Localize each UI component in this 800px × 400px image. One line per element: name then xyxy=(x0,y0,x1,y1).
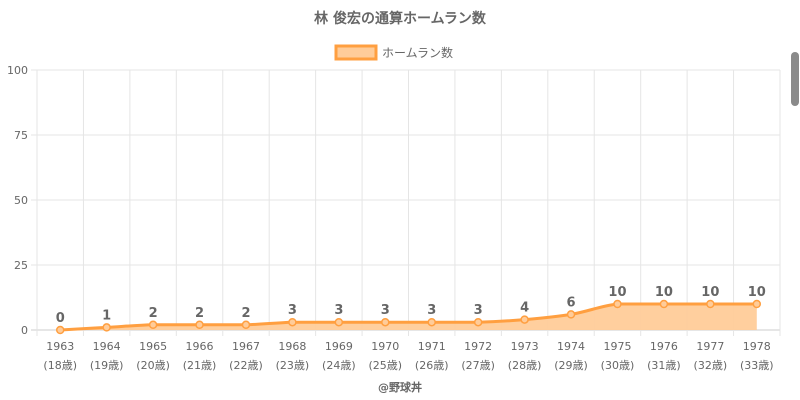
data-labels: 0 1 2 2 2 3 3 3 3 3 4 6 10 10 10 10 xyxy=(56,285,766,326)
legend[interactable]: ホームラン数 xyxy=(334,44,453,61)
data-point[interactable] xyxy=(473,317,483,327)
data-label: 4 xyxy=(520,301,529,316)
data-label: 1 xyxy=(102,308,111,323)
x-tick-label: 1970 xyxy=(371,340,399,353)
x-tick-label: 1968 xyxy=(278,340,306,353)
x-tick-age-label: (23歳) xyxy=(276,359,310,372)
x-tick-age-label: (30歳) xyxy=(601,359,635,372)
grid-lines xyxy=(31,69,781,336)
y-tick-label: 100 xyxy=(7,64,28,77)
data-point[interactable] xyxy=(613,299,622,309)
x-tick-label: 1969 xyxy=(325,340,353,353)
series-home-runs xyxy=(55,299,762,335)
x-axis: 1963 (18歳) 1964 (19歳) 1965 (20歳) 1966 (21歳) 1967… xyxy=(43,340,773,372)
data-point[interactable] xyxy=(334,317,344,327)
x-tick-age-label: (18歳) xyxy=(43,359,77,372)
x-tick-label: 1963 xyxy=(46,340,74,353)
x-tick-age-label: (19歳) xyxy=(90,359,124,372)
x-tick-label: 1971 xyxy=(418,340,446,353)
x-tick-label: 1978 xyxy=(743,340,771,353)
x-tick-label: 1974 xyxy=(557,340,585,353)
data-label: 0 xyxy=(56,311,65,326)
data-label: 3 xyxy=(334,303,343,318)
data-point[interactable] xyxy=(102,323,111,332)
y-axis: 0 25 50 75 100 xyxy=(7,64,28,337)
data-point[interactable] xyxy=(195,320,204,330)
data-label: 10 xyxy=(608,285,626,300)
data-label: 6 xyxy=(567,295,576,310)
x-tick-label: 1964 xyxy=(93,340,121,353)
data-label: 3 xyxy=(427,303,436,318)
y-tick-label: 75 xyxy=(14,129,28,142)
y-tick-label: 0 xyxy=(21,324,28,337)
series-line xyxy=(60,302,757,332)
x-tick-age-label: (25歳) xyxy=(368,359,402,372)
data-point[interactable] xyxy=(55,325,65,335)
x-tick-age-label: (28歳) xyxy=(508,359,542,372)
x-tick-age-label: (31歳) xyxy=(647,359,681,372)
data-label: 10 xyxy=(748,285,766,300)
data-point[interactable] xyxy=(752,299,762,309)
data-point[interactable] xyxy=(241,320,251,330)
data-point[interactable] xyxy=(566,310,576,319)
x-tick-age-label: (26歳) xyxy=(415,359,449,372)
x-tick-age-label: (22歳) xyxy=(229,359,263,372)
legend-label[interactable]: ホームラン数 xyxy=(382,45,453,60)
x-tick-age-label: (33歳) xyxy=(740,359,774,372)
x-tick-age-label: (32歳) xyxy=(694,359,728,372)
x-tick-label: 1967 xyxy=(232,340,260,353)
x-tick-label: 1977 xyxy=(696,340,724,353)
y-tick-label: 50 xyxy=(14,194,28,207)
data-point[interactable] xyxy=(381,317,390,327)
data-label: 2 xyxy=(241,306,250,321)
legend-swatch[interactable] xyxy=(334,44,378,61)
data-label: 3 xyxy=(288,303,297,318)
series-area xyxy=(60,304,757,330)
data-point[interactable] xyxy=(148,320,158,330)
x-tick-age-label: (24歳) xyxy=(322,359,356,372)
data-label: 2 xyxy=(195,306,204,321)
data-point[interactable] xyxy=(706,299,715,309)
x-tick-label: 1975 xyxy=(603,340,631,353)
data-label: 10 xyxy=(655,285,673,300)
data-point[interactable] xyxy=(659,299,669,309)
x-tick-label: 1973 xyxy=(511,340,539,353)
data-point[interactable] xyxy=(427,317,436,327)
data-point[interactable] xyxy=(288,317,297,327)
data-point[interactable] xyxy=(520,315,529,324)
credit-text: @野球丼 xyxy=(378,380,422,394)
x-tick-label: 1976 xyxy=(650,340,678,353)
x-tick-label: 1966 xyxy=(186,340,214,353)
x-tick-label: 1972 xyxy=(464,340,492,353)
y-tick-label: 25 xyxy=(14,259,28,272)
x-tick-label: 1965 xyxy=(139,340,167,353)
data-label: 2 xyxy=(149,306,158,321)
data-label: 3 xyxy=(381,303,390,318)
scrollbar-thumb[interactable] xyxy=(791,52,799,106)
x-tick-age-label: (20歳) xyxy=(136,359,170,372)
data-label: 10 xyxy=(701,285,719,300)
data-label: 3 xyxy=(474,303,483,318)
x-tick-age-label: (27歳) xyxy=(461,359,495,372)
x-tick-age-label: (21歳) xyxy=(183,359,217,372)
chart-title: 林 俊宏の通算ホームラン数 xyxy=(314,10,487,27)
x-tick-age-label: (29歳) xyxy=(554,359,588,372)
